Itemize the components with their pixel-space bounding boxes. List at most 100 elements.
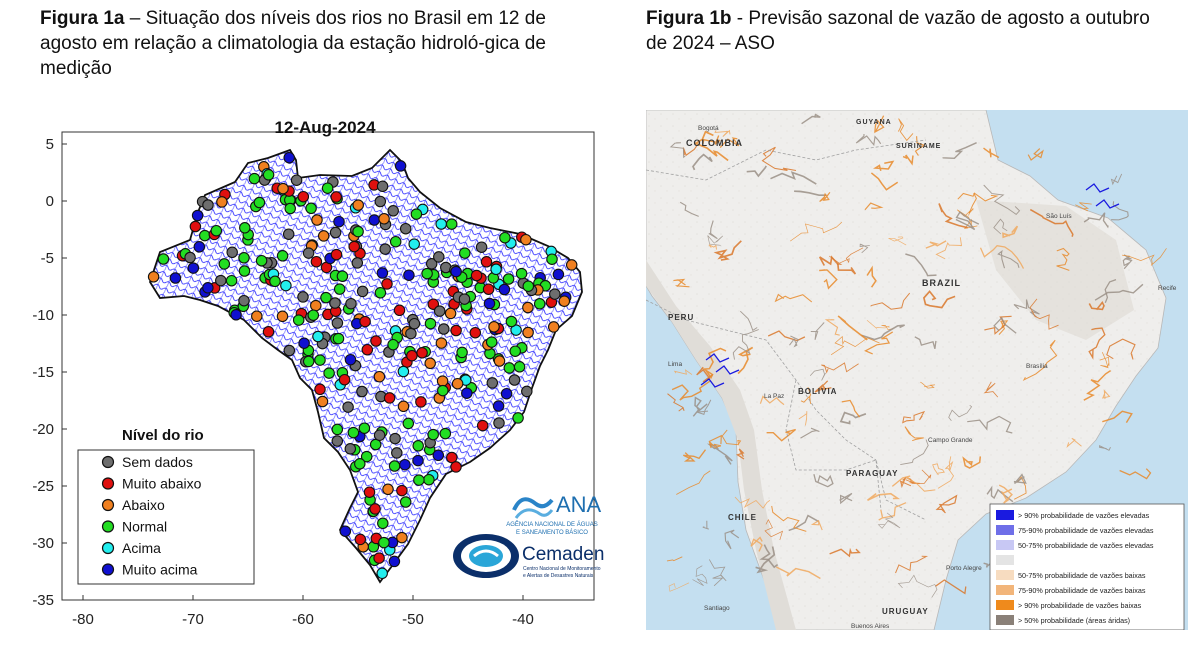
river-line xyxy=(1083,369,1112,401)
station-marker xyxy=(215,274,227,287)
city-sao-luis: São Luís xyxy=(1046,213,1072,220)
river-line xyxy=(746,165,767,178)
river-line xyxy=(1066,437,1082,449)
river-line xyxy=(1122,248,1167,267)
station-marker xyxy=(345,297,357,310)
legend-label: 75-90% probabilidade de vazões elevadas xyxy=(1018,526,1154,535)
station-marker xyxy=(354,533,367,546)
station-marker xyxy=(500,387,513,400)
station-marker xyxy=(378,536,390,549)
station-marker xyxy=(216,196,228,208)
river-line xyxy=(1029,208,1074,237)
station-marker xyxy=(549,288,561,300)
legend-label: Abaixo xyxy=(122,497,165,513)
river-line xyxy=(789,335,799,348)
river-line xyxy=(679,201,699,217)
station-marker xyxy=(505,315,518,328)
station-marker xyxy=(436,375,449,387)
station-marker xyxy=(388,555,401,568)
legend-label: 50-75% probabilidade de vazões baixas xyxy=(1018,571,1146,580)
figure-1b-caption: Figura 1b - Previsão sazonal de vazão de… xyxy=(646,6,1166,56)
river-line xyxy=(979,245,1025,269)
river-line xyxy=(692,565,708,586)
river-line xyxy=(925,240,947,249)
city-recife: Recife xyxy=(1158,285,1177,292)
station-marker xyxy=(351,257,364,269)
river-line xyxy=(935,237,963,260)
station-marker xyxy=(290,174,303,186)
station-marker xyxy=(510,324,522,336)
river-line xyxy=(814,380,832,393)
ana-subtitle: AGÊNCIA NACIONAL DE ÁGUAS xyxy=(506,520,597,528)
station-marker xyxy=(444,307,457,320)
river-line xyxy=(897,118,914,142)
station-marker xyxy=(363,486,376,498)
river-line xyxy=(993,218,1008,235)
station-marker xyxy=(356,285,369,298)
river-line xyxy=(1099,352,1110,369)
city-la-paz: La Paz xyxy=(764,393,784,400)
station-marker xyxy=(512,412,524,424)
station-marker xyxy=(331,423,344,436)
station-marker xyxy=(302,355,315,368)
river-line xyxy=(813,474,834,488)
station-marker xyxy=(377,517,389,530)
station-marker xyxy=(376,567,388,580)
station-marker xyxy=(238,252,250,264)
station-marker xyxy=(387,338,399,351)
figure-1b-label: Figura 1b xyxy=(646,8,732,29)
river-line xyxy=(819,269,838,290)
river-line xyxy=(914,136,926,156)
river-line xyxy=(1088,327,1106,360)
station-marker xyxy=(202,199,214,211)
station-marker xyxy=(552,268,565,281)
station-marker xyxy=(276,250,289,262)
river-line xyxy=(1106,338,1136,360)
station-marker xyxy=(379,243,391,255)
y-tick-label: -5 xyxy=(41,250,54,267)
station-marker xyxy=(522,326,534,339)
city-buenos-aires: Buenos Aires xyxy=(851,623,890,630)
station-marker xyxy=(450,324,462,337)
figure-1a-caption: Figura 1a – Situação dos níveis dos rios… xyxy=(40,6,600,81)
station-marker xyxy=(438,323,450,335)
station-marker xyxy=(421,267,433,280)
river-line xyxy=(801,113,821,125)
river-line xyxy=(962,456,982,469)
station-marker xyxy=(423,473,435,486)
river-line xyxy=(735,448,745,460)
legend-swatch xyxy=(996,615,1014,625)
river-line xyxy=(984,315,1012,335)
station-marker xyxy=(329,297,341,309)
river-line xyxy=(937,456,955,489)
river-line xyxy=(721,429,742,446)
x-tick-marks xyxy=(82,595,524,600)
river-line xyxy=(1104,278,1117,303)
river-line xyxy=(800,386,812,404)
station-marker xyxy=(513,361,526,373)
legend-marker xyxy=(101,563,115,576)
river-line xyxy=(938,203,968,229)
river-line xyxy=(697,399,712,416)
station-marker xyxy=(310,255,323,268)
station-marker xyxy=(358,422,371,434)
river-line xyxy=(922,290,956,309)
station-marker xyxy=(317,230,330,242)
river-line xyxy=(864,331,894,355)
station-marker xyxy=(373,552,385,564)
river-line xyxy=(935,579,967,595)
river-line xyxy=(824,319,840,336)
river-line xyxy=(997,249,1020,269)
legend-marker xyxy=(101,541,115,555)
station-marker xyxy=(347,426,360,439)
river-line xyxy=(1083,212,1109,229)
river-network xyxy=(666,113,1167,598)
map-title: 12-Aug-2024 xyxy=(274,118,376,137)
label-peru: PERU xyxy=(668,313,694,322)
river-line xyxy=(870,292,911,310)
river-line xyxy=(1119,468,1152,480)
station-marker xyxy=(485,336,498,348)
station-marker xyxy=(373,429,386,441)
city-brasilia: Brasília xyxy=(1026,363,1048,370)
river-line xyxy=(872,160,895,171)
